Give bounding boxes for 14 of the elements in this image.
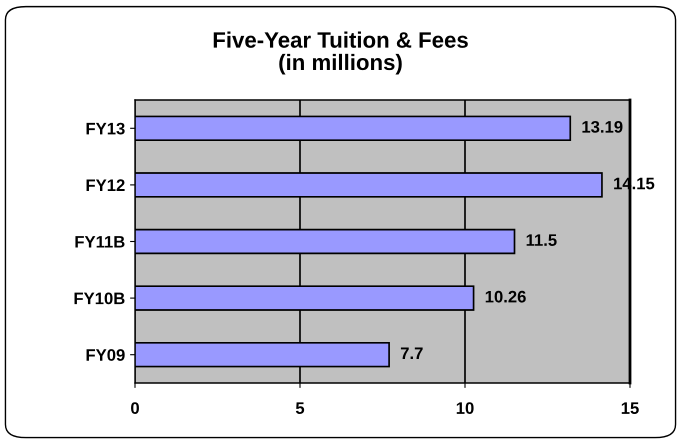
data-label: 11.5 bbox=[526, 234, 557, 246]
y-tick-label: FY09 bbox=[86, 349, 125, 361]
data-label: 7.7 bbox=[400, 348, 423, 360]
y-tick-label: FY13 bbox=[86, 122, 125, 135]
chart-title: Five-Year Tuition & Fees (in millions) bbox=[214, 32, 468, 75]
x-tick-label: 15 bbox=[622, 402, 639, 414]
data-label: 10.26 bbox=[486, 290, 526, 303]
x-tick-label: 10 bbox=[456, 402, 474, 414]
data-label: 13.19 bbox=[582, 120, 622, 133]
x-tick-label: 5 bbox=[296, 402, 304, 414]
y-tick-label: FY10B bbox=[74, 292, 125, 304]
x-tick-label: 0 bbox=[131, 402, 139, 414]
y-tick-label: FY12 bbox=[86, 179, 125, 191]
y-tick-label: FY11B bbox=[75, 236, 125, 248]
